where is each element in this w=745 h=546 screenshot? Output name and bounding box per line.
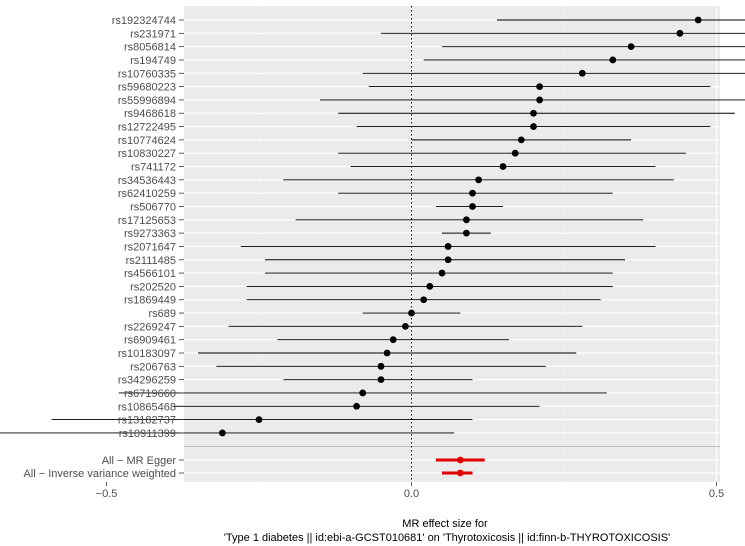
effect-point xyxy=(694,16,702,24)
y-tick-label: rs12722495 xyxy=(118,122,176,134)
effect-point xyxy=(463,216,470,224)
y-tick-label: All − Inverse variance weighted xyxy=(23,468,176,480)
x-tick-labels: −0.50.00.51.0 xyxy=(96,482,724,500)
y-tick-label: rs192324744 xyxy=(112,15,176,27)
y-tick-label: rs689 xyxy=(148,308,176,320)
y-tick-label: rs194749 xyxy=(130,55,176,67)
x-axis-label-line2: 'Type 1 diabetes || id:ebi-a-GCST010681'… xyxy=(224,532,670,544)
effect-point xyxy=(475,176,482,184)
effect-point xyxy=(377,376,385,384)
y-tick-label: rs206763 xyxy=(130,361,176,373)
x-tick-label: −0.5 xyxy=(96,488,118,500)
effect-point xyxy=(469,203,476,210)
y-tick-label: rs10911399 xyxy=(119,428,176,440)
y-tick-labels: rs192324744rs231971rs8056814rs194749rs10… xyxy=(23,15,184,480)
y-tick-label: rs10760335 xyxy=(118,68,176,80)
effect-point xyxy=(530,109,537,117)
y-tick-label: rs13182737 xyxy=(118,415,176,427)
effect-point xyxy=(517,136,525,144)
effect-point xyxy=(353,402,360,410)
effect-point xyxy=(627,43,635,51)
y-tick-label: rs202520 xyxy=(130,281,176,293)
y-tick-label: rs10774624 xyxy=(118,135,176,147)
effect-point xyxy=(438,269,446,277)
y-tick-label: rs4566101 xyxy=(124,268,176,280)
effect-point xyxy=(511,149,519,157)
y-tick-label: rs2269247 xyxy=(124,321,176,333)
effect-point xyxy=(359,389,367,397)
effect-point xyxy=(676,29,684,37)
x-axis-label-line1: MR effect size for xyxy=(402,518,488,530)
y-tick-label: rs62410259 xyxy=(118,188,176,200)
x-tick-label: 0.5 xyxy=(709,488,724,500)
y-tick-label: rs741172 xyxy=(131,162,176,174)
effect-point xyxy=(426,283,434,290)
y-tick-label: rs10183097 xyxy=(118,348,176,360)
effect-estimates xyxy=(0,16,745,477)
y-tick-label: rs9273363 xyxy=(124,228,176,240)
y-tick-label: rs34296259 xyxy=(118,375,176,387)
y-tick-label: rs6909461 xyxy=(124,335,176,347)
y-tick-label: rs8056814 xyxy=(124,42,176,54)
y-tick-label: rs231971 xyxy=(130,28,176,40)
effect-point xyxy=(377,362,385,370)
y-tick-label: rs10830227 xyxy=(118,148,176,160)
y-tick-label: rs6719660 xyxy=(124,388,176,400)
effect-point xyxy=(578,69,586,77)
effect-point xyxy=(530,123,537,130)
effect-point xyxy=(420,296,428,304)
summary-point xyxy=(456,456,464,464)
effect-point xyxy=(469,189,476,197)
effect-point xyxy=(444,256,452,264)
y-tick-label: All − MR Egger xyxy=(102,455,177,467)
effect-point xyxy=(609,56,617,64)
effect-point xyxy=(402,322,409,330)
plot-panel xyxy=(184,6,720,482)
x-tick-label: 0.0 xyxy=(404,488,419,500)
y-tick-label: rs2071647 xyxy=(124,241,176,253)
y-tick-label: rs2111485 xyxy=(126,255,176,267)
y-tick-label: rs506770 xyxy=(130,201,176,213)
y-tick-label: rs1869449 xyxy=(124,295,176,307)
effect-point xyxy=(463,229,470,237)
y-tick-label: rs17125653 xyxy=(118,215,176,227)
effect-point xyxy=(536,83,543,90)
effect-point xyxy=(255,416,263,423)
y-tick-label: rs34536443 xyxy=(118,175,176,187)
summary-point xyxy=(456,469,464,477)
y-tick-label: rs10865468 xyxy=(118,401,176,413)
effect-point xyxy=(499,163,507,170)
effect-point xyxy=(219,429,226,437)
y-tick-label: rs55996894 xyxy=(118,95,176,107)
effect-point xyxy=(444,243,452,250)
effect-point xyxy=(408,309,415,317)
y-tick-label: rs9468618 xyxy=(124,108,176,120)
y-tick-label: rs59680223 xyxy=(118,82,176,94)
effect-point xyxy=(389,336,397,344)
effect-point xyxy=(383,349,391,357)
effect-point xyxy=(536,96,543,104)
